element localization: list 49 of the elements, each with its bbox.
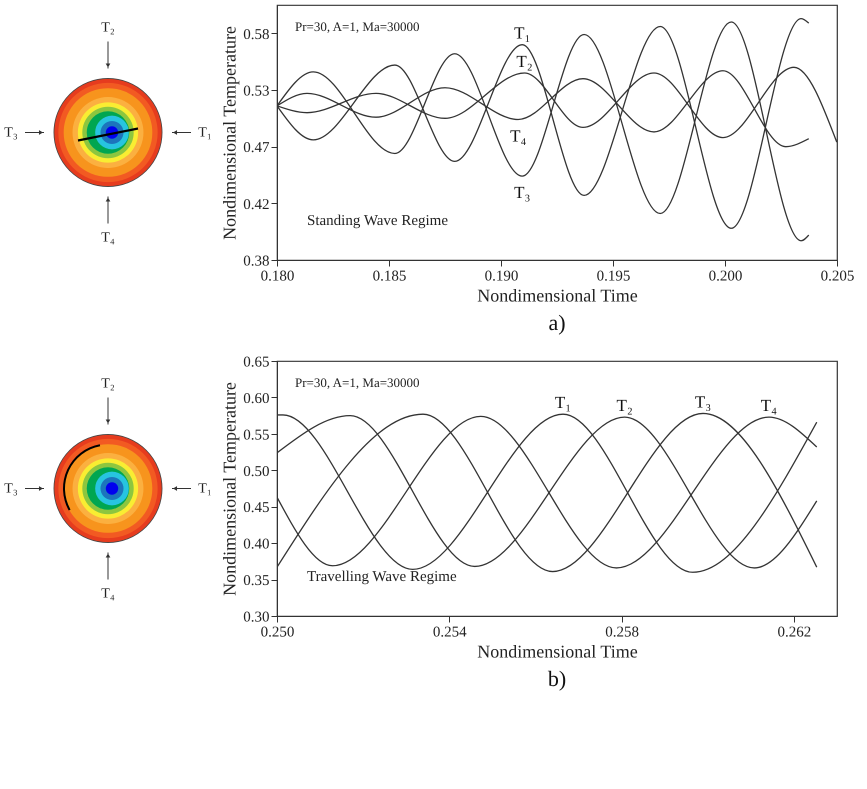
y-tick-label: 0.47: [243, 140, 270, 156]
series-label: T₂: [616, 396, 633, 416]
y-tick-label: 0.40: [243, 536, 270, 553]
x-tick-label: 0.250: [260, 624, 294, 640]
text: a): [548, 310, 566, 335]
y-tick-label: 0.38: [243, 254, 270, 270]
text: T₁: [514, 24, 530, 43]
y-tick-label: 0.65: [243, 354, 270, 370]
text: T₁: [554, 393, 572, 412]
x-axis-title: Nondimensional Time: [477, 286, 638, 306]
y-axis-title: Nondimensional Temperature: [219, 382, 240, 596]
x-tick-label: 0.254: [432, 624, 468, 640]
y-tick-label: 0.35: [243, 573, 270, 590]
y-axis-title: Nondimensional Temperature: [219, 26, 240, 240]
text: T₃: [4, 482, 18, 496]
text: T₄: [101, 230, 115, 246]
text: T₂: [101, 20, 115, 36]
series-label: T₂: [516, 52, 533, 71]
x-tick-label: 0.200: [708, 268, 742, 284]
y-tick-label: 0.58: [243, 26, 270, 43]
annotation: Standing Wave Regime: [307, 213, 448, 229]
series-label: T₃: [694, 392, 712, 412]
y-tick-label: 0.30: [243, 610, 270, 626]
annotation: Pr=30, A=1, Ma=30000: [295, 19, 420, 34]
x-axis-title: Nondimensional Time: [477, 642, 638, 662]
annotation: Travelling Wave Regime: [307, 569, 457, 585]
legend-label: T₁: [198, 482, 212, 496]
series-label: T₄: [510, 126, 526, 146]
annotation: Pr=30, A=1, Ma=30000: [295, 375, 420, 390]
y-tick-label: 0.60: [243, 390, 270, 407]
y-tick-label: 0.42: [243, 196, 270, 213]
y-tick-label: 0.53: [243, 84, 270, 100]
y-tick-label: 0.45: [243, 500, 270, 516]
x-tick-label: 0.185: [372, 268, 406, 284]
y-tick-label: 0.55: [243, 427, 270, 444]
text: T₄: [101, 586, 115, 602]
x-tick-label: 0.180: [260, 268, 294, 284]
x-tick-label: 0.262: [778, 624, 812, 640]
x-tick-label: 0.190: [484, 268, 518, 284]
x-tick-label: 0.205: [820, 268, 854, 284]
x-tick-label: 0.258: [605, 624, 639, 640]
y-tick-label: 0.50: [243, 464, 270, 480]
x-tick-label: 0.195: [596, 268, 630, 284]
text: T₃: [4, 126, 18, 140]
series-label: T₃: [514, 183, 531, 202]
series-label: T₄: [760, 396, 778, 416]
legend-label: T₁: [198, 126, 212, 140]
text: T₂: [101, 376, 115, 392]
text: b): [548, 666, 566, 691]
